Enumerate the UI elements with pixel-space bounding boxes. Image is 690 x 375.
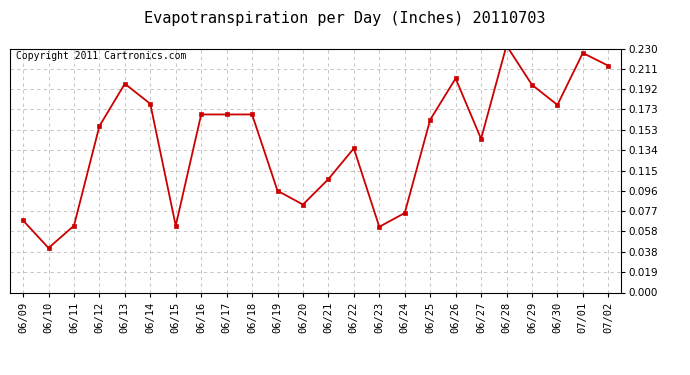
Text: Copyright 2011 Cartronics.com: Copyright 2011 Cartronics.com — [17, 51, 187, 61]
Text: Evapotranspiration per Day (Inches) 20110703: Evapotranspiration per Day (Inches) 2011… — [144, 11, 546, 26]
